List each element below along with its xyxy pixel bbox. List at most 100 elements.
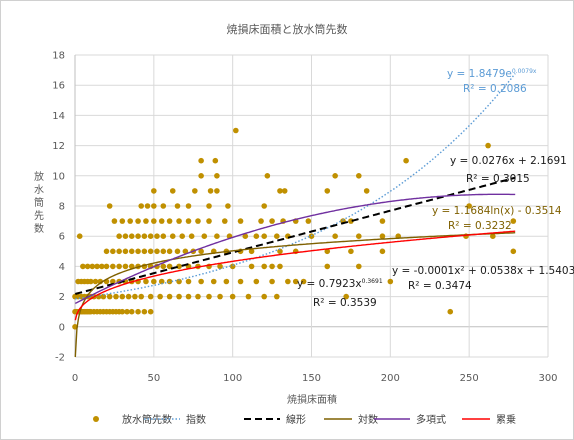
data-point [403, 157, 409, 164]
trendline-logarithmic [74, 232, 516, 358]
data-point [166, 218, 173, 224]
data-point [103, 263, 110, 270]
data-point [151, 278, 157, 285]
data-point [510, 248, 517, 255]
trendlines [74, 73, 516, 358]
y-tick-label: 6 [59, 232, 65, 243]
data-point [274, 293, 280, 300]
data-point [154, 248, 160, 255]
data-point [229, 293, 236, 300]
data-point [379, 233, 386, 239]
data-point [132, 293, 138, 300]
data-point [201, 233, 208, 239]
data-point [151, 188, 157, 194]
data-point [113, 293, 119, 300]
data-point [135, 248, 141, 255]
trendline-polynomial [74, 193, 516, 305]
legend-label: 指数 [186, 413, 206, 426]
data-point [324, 188, 331, 194]
data-point [110, 278, 116, 285]
data-point [269, 218, 275, 224]
x-axis-ticks: 0 50 100 150 200 250 300 [72, 373, 558, 384]
data-point [379, 218, 386, 224]
data-point [157, 293, 163, 300]
y-tick-label: 0 [59, 322, 65, 333]
data-point [207, 188, 214, 194]
data-point [141, 248, 148, 255]
y-axis-ticks: -2 0 2 4 6 8 10 12 14 16 18 [52, 51, 65, 364]
data-point [185, 218, 192, 224]
data-point [258, 218, 264, 224]
data-point [116, 248, 122, 255]
data-point [269, 278, 275, 285]
data-point [127, 218, 133, 224]
y-tick-label: -2 [55, 353, 65, 364]
data-point [158, 278, 165, 285]
data-point [154, 233, 160, 239]
data-point [332, 173, 338, 179]
data-point [76, 233, 83, 239]
data-point [89, 263, 96, 270]
data-point [356, 173, 362, 179]
data-point [221, 218, 228, 224]
data-point [324, 248, 331, 255]
data-point [141, 308, 148, 315]
data-point [138, 293, 145, 300]
data-point [160, 263, 167, 270]
data-point [490, 233, 496, 239]
data-point [169, 233, 176, 239]
data-point [119, 218, 126, 224]
data-point [233, 127, 239, 134]
x-tick-label: 0 [72, 373, 78, 384]
data-point [144, 203, 151, 209]
data-point [274, 233, 280, 239]
data-point [277, 263, 283, 270]
y-tick-label: 12 [52, 141, 65, 152]
data-point [151, 218, 157, 224]
data-point [111, 218, 118, 224]
data-point [195, 293, 201, 300]
data-point [176, 293, 182, 300]
data-point [176, 278, 182, 285]
data-point [332, 233, 338, 239]
data-point [206, 203, 212, 209]
data-point [285, 278, 291, 285]
data-point [124, 308, 130, 315]
data-point [135, 218, 141, 224]
data-point [237, 218, 244, 224]
data-point [147, 308, 154, 315]
data-point [119, 308, 126, 315]
y-tick-label: 10 [52, 171, 65, 182]
data-point [160, 233, 167, 239]
data-point [185, 278, 192, 285]
data-point [212, 157, 219, 164]
data-point [188, 233, 195, 239]
data-point [198, 157, 204, 164]
data-point [292, 278, 299, 285]
data-point [106, 293, 113, 300]
data-point [185, 293, 192, 300]
legend-label: 線形 [286, 413, 306, 426]
data-point [261, 263, 268, 270]
data-point [122, 233, 129, 239]
data-point [106, 203, 113, 209]
x-axis-label: 焼損床面積 [287, 393, 337, 406]
x-tick-label: 250 [460, 373, 479, 384]
trendline-equation: y = 1.8479e0.0079x [447, 68, 537, 80]
data-point [261, 233, 268, 239]
data-point [151, 203, 157, 209]
y-tick-label: 8 [59, 202, 65, 213]
y-axis-label-char: 放 [34, 170, 44, 183]
y-tick-label: 16 [52, 81, 65, 92]
y-axis-label-char: 筒 [34, 196, 44, 209]
x-tick-label: 150 [302, 373, 321, 384]
legend: 放水筒先数 指数 線形 対数 多項式 累乗 [93, 413, 516, 426]
data-point [147, 248, 154, 255]
data-point [84, 263, 91, 270]
trendline-r2: R² = 0.3539 [313, 297, 377, 309]
data-point [225, 203, 231, 209]
data-point [128, 308, 135, 315]
data-point [128, 248, 135, 255]
y-axis-label-char: 数 [34, 222, 44, 235]
